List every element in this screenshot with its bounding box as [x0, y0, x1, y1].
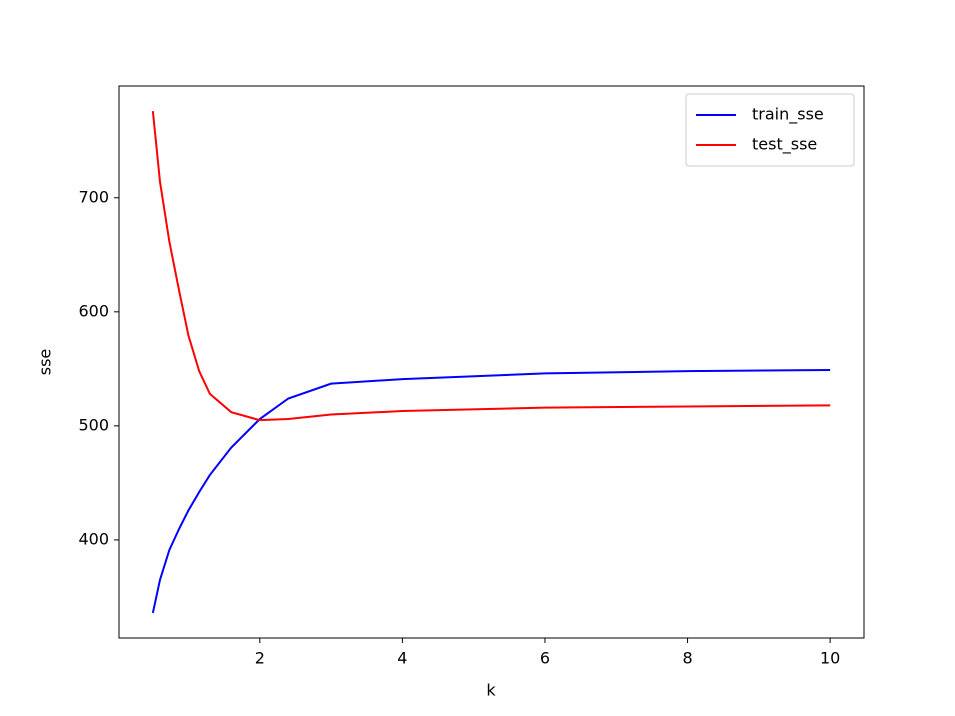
x-tick-label: 2 [255, 649, 265, 668]
y-axis-label: sse [36, 349, 55, 376]
legend-label: train_sse [752, 105, 824, 125]
y-tick-label: 700 [78, 187, 109, 206]
y-tick-label: 400 [78, 529, 109, 548]
y-tick-label: 600 [78, 301, 109, 320]
line-series [151, 368, 831, 614]
legend-label: test_sse [752, 135, 817, 155]
x-tick-label: 10 [820, 649, 840, 668]
x-tick-label: 4 [397, 649, 407, 668]
x-tick-label: 8 [682, 649, 692, 668]
line-series [151, 110, 831, 422]
y-tick-label: 500 [78, 415, 109, 434]
legend-box [685, 93, 855, 167]
x-tick-label: 6 [540, 649, 550, 668]
x-axis-label: k [486, 681, 496, 700]
plot-frame [118, 85, 865, 639]
